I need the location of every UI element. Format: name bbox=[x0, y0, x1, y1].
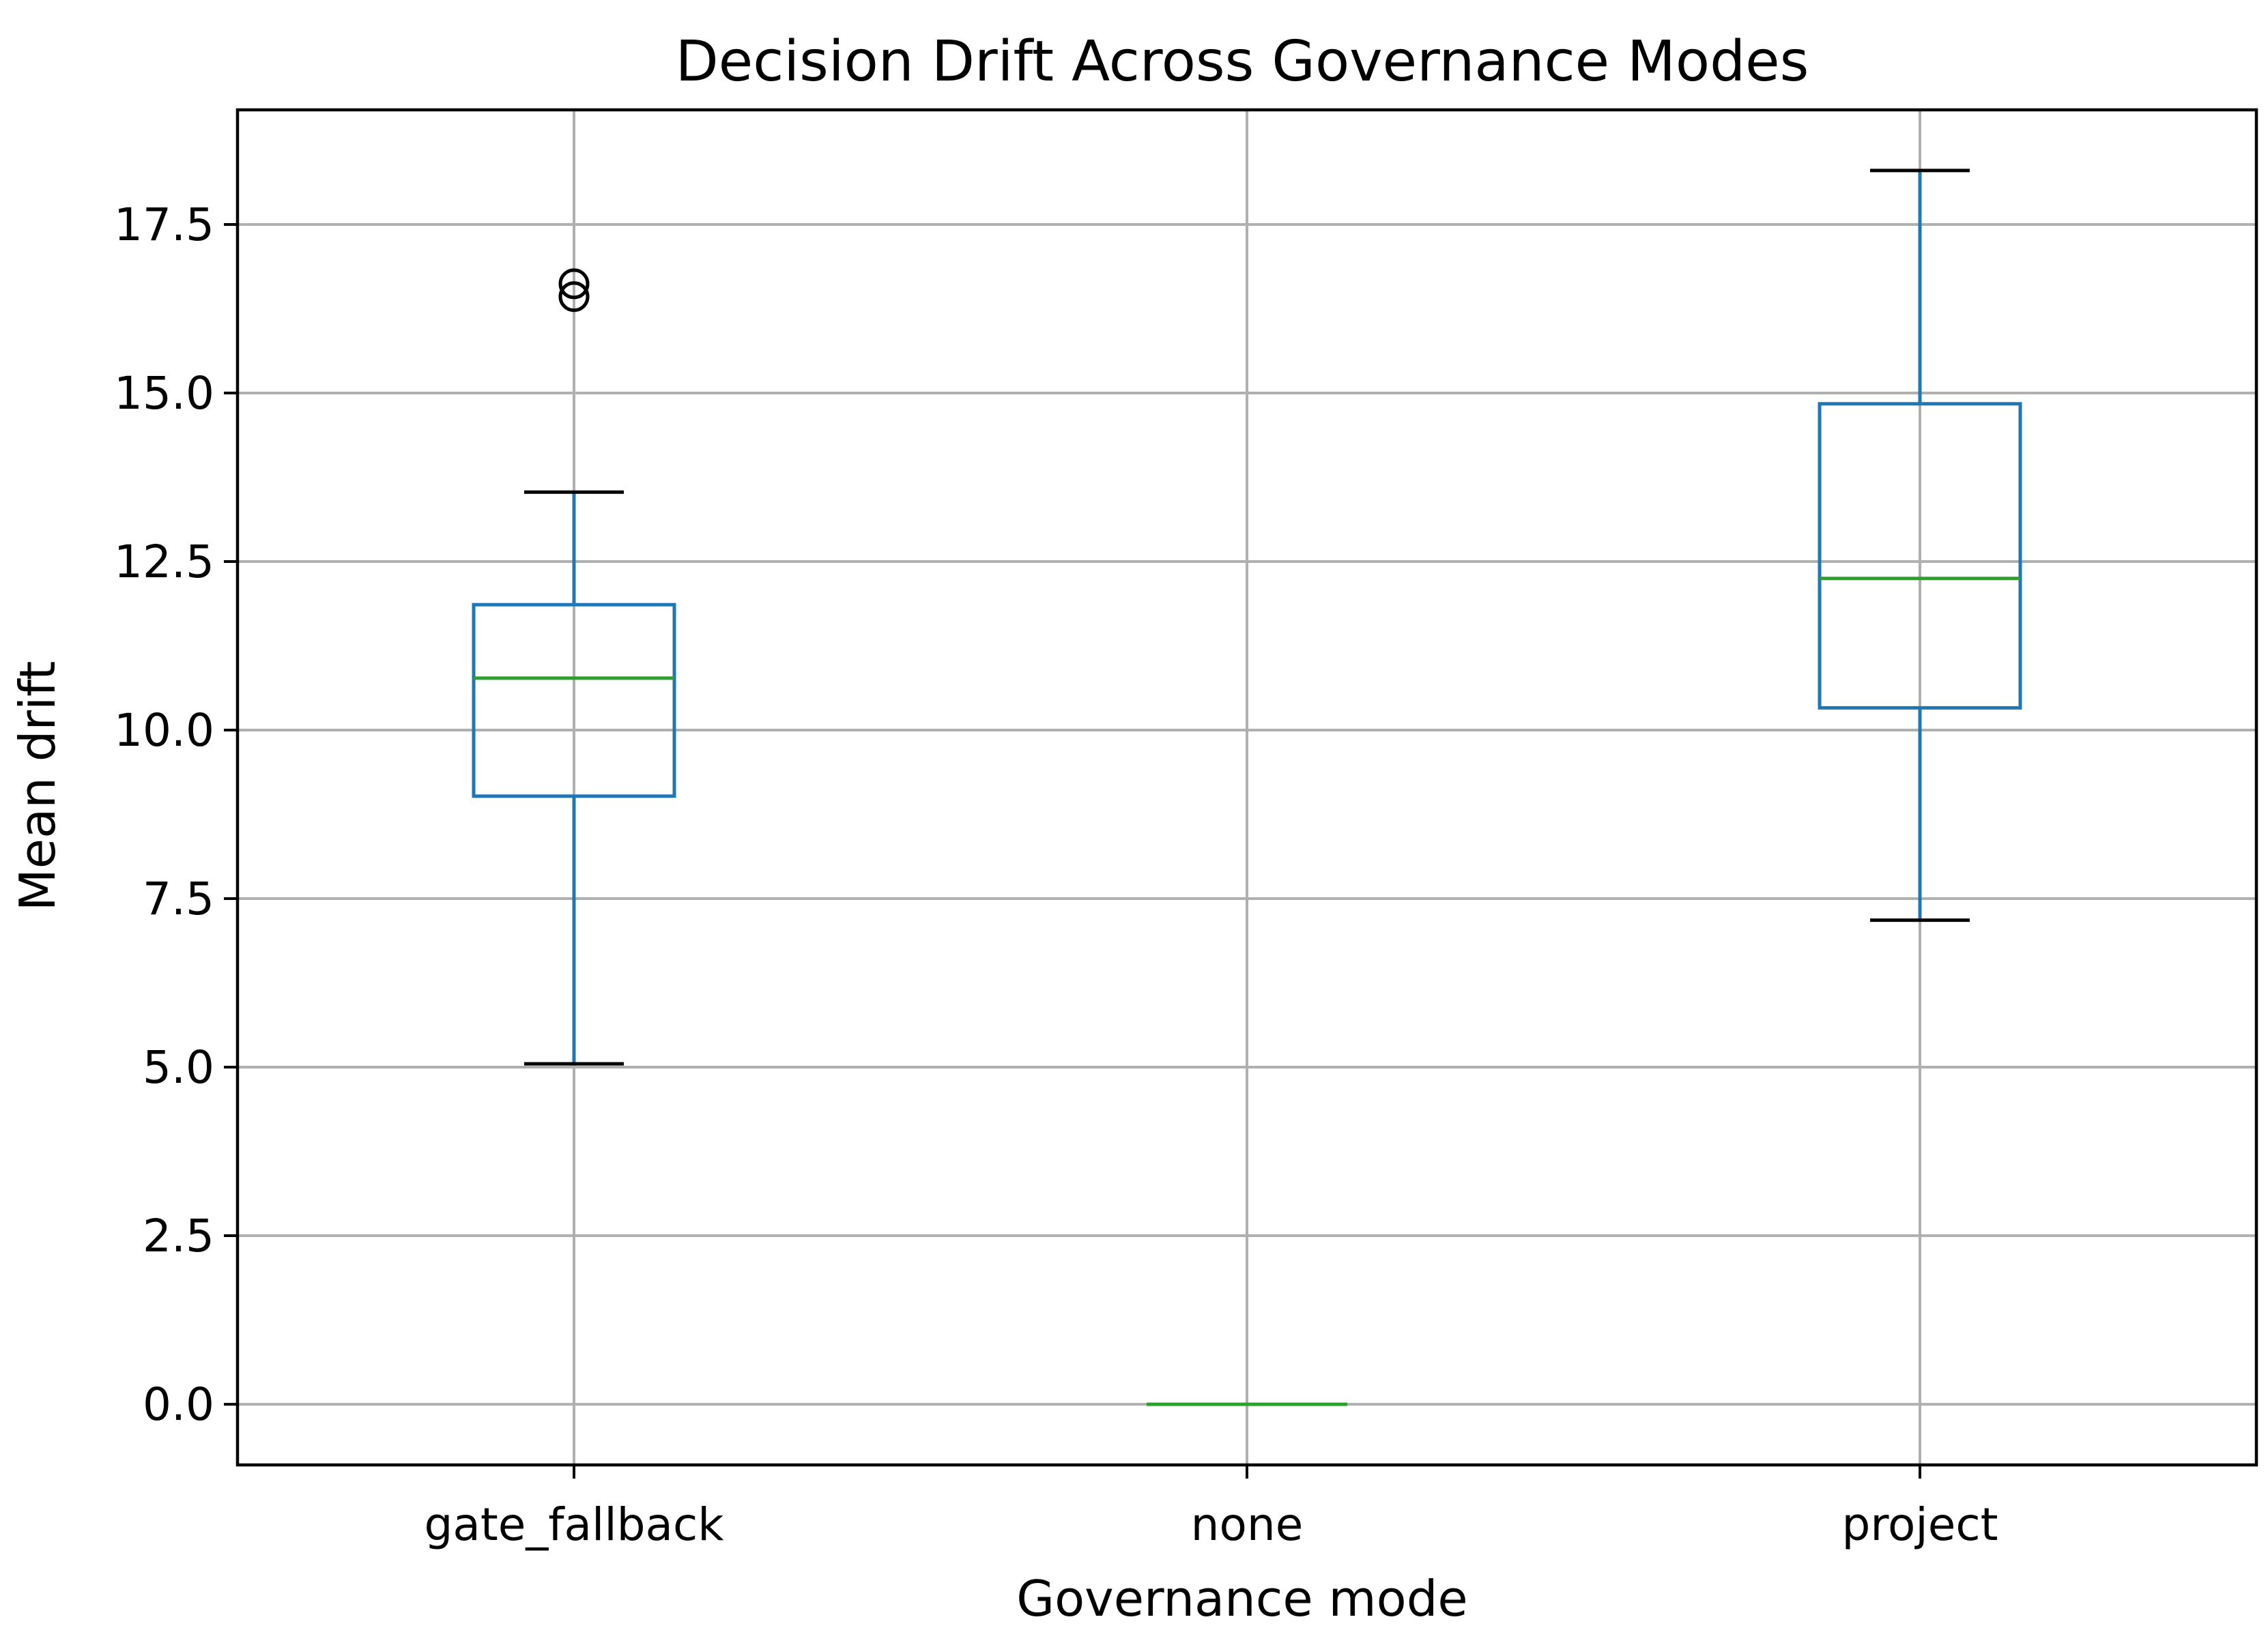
y-tick-label: 10.0 bbox=[114, 704, 214, 757]
y-tick-label: 7.5 bbox=[143, 873, 214, 925]
y-tick-label: 5.0 bbox=[143, 1041, 214, 1094]
y-tick-label: 2.5 bbox=[143, 1210, 214, 1262]
y-tick-label: 17.5 bbox=[114, 199, 214, 251]
iqr-box bbox=[472, 602, 676, 798]
x-tick-label: none bbox=[1191, 1498, 1304, 1551]
chart-title: Decision Drift Across Governance Modes bbox=[676, 29, 1809, 94]
x-tick-label: gate_fallback bbox=[424, 1498, 724, 1551]
box-gate_fallback bbox=[472, 268, 676, 1066]
outlier-point-0 bbox=[558, 281, 590, 312]
x-axis-label: Governance mode bbox=[1016, 1570, 1467, 1627]
iqr-box bbox=[1818, 402, 2022, 710]
y-tick-label: 0.0 bbox=[143, 1378, 214, 1431]
axis-ticks: 0.0 2.5 5.0 7.5 10.0 12.5 15.0 17.5 gate_fallbac… bbox=[114, 199, 1998, 1551]
x-tick-label: project bbox=[1841, 1498, 1998, 1551]
box-project bbox=[1818, 169, 2022, 922]
boxes bbox=[472, 169, 2022, 1406]
y-axis-label: Mean drift bbox=[9, 661, 66, 912]
y-tick-label: 15.0 bbox=[114, 367, 214, 420]
outlier-point-1 bbox=[558, 268, 590, 300]
y-tick-label: 12.5 bbox=[114, 536, 214, 588]
